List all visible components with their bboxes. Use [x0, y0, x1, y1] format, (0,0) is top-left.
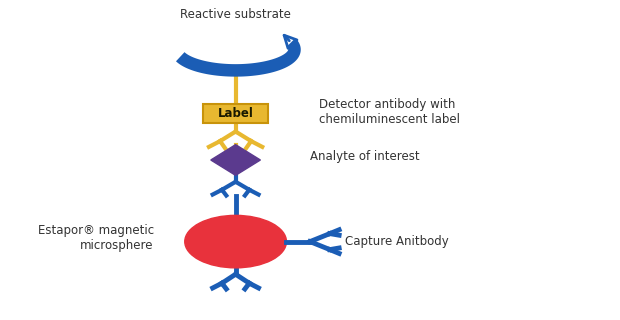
Text: Detector antibody with
chemiluminescent label: Detector antibody with chemiluminescent … — [319, 98, 460, 126]
Text: Analyte of interest: Analyte of interest — [310, 150, 420, 163]
Text: Capture Anitbody: Capture Anitbody — [345, 235, 449, 248]
Text: Reactive substrate: Reactive substrate — [180, 8, 291, 21]
Text: Estapor® magnetic
microsphere: Estapor® magnetic microsphere — [38, 224, 154, 252]
FancyBboxPatch shape — [203, 104, 268, 123]
Circle shape — [185, 215, 286, 268]
Polygon shape — [211, 145, 260, 175]
Text: Label: Label — [218, 107, 254, 120]
